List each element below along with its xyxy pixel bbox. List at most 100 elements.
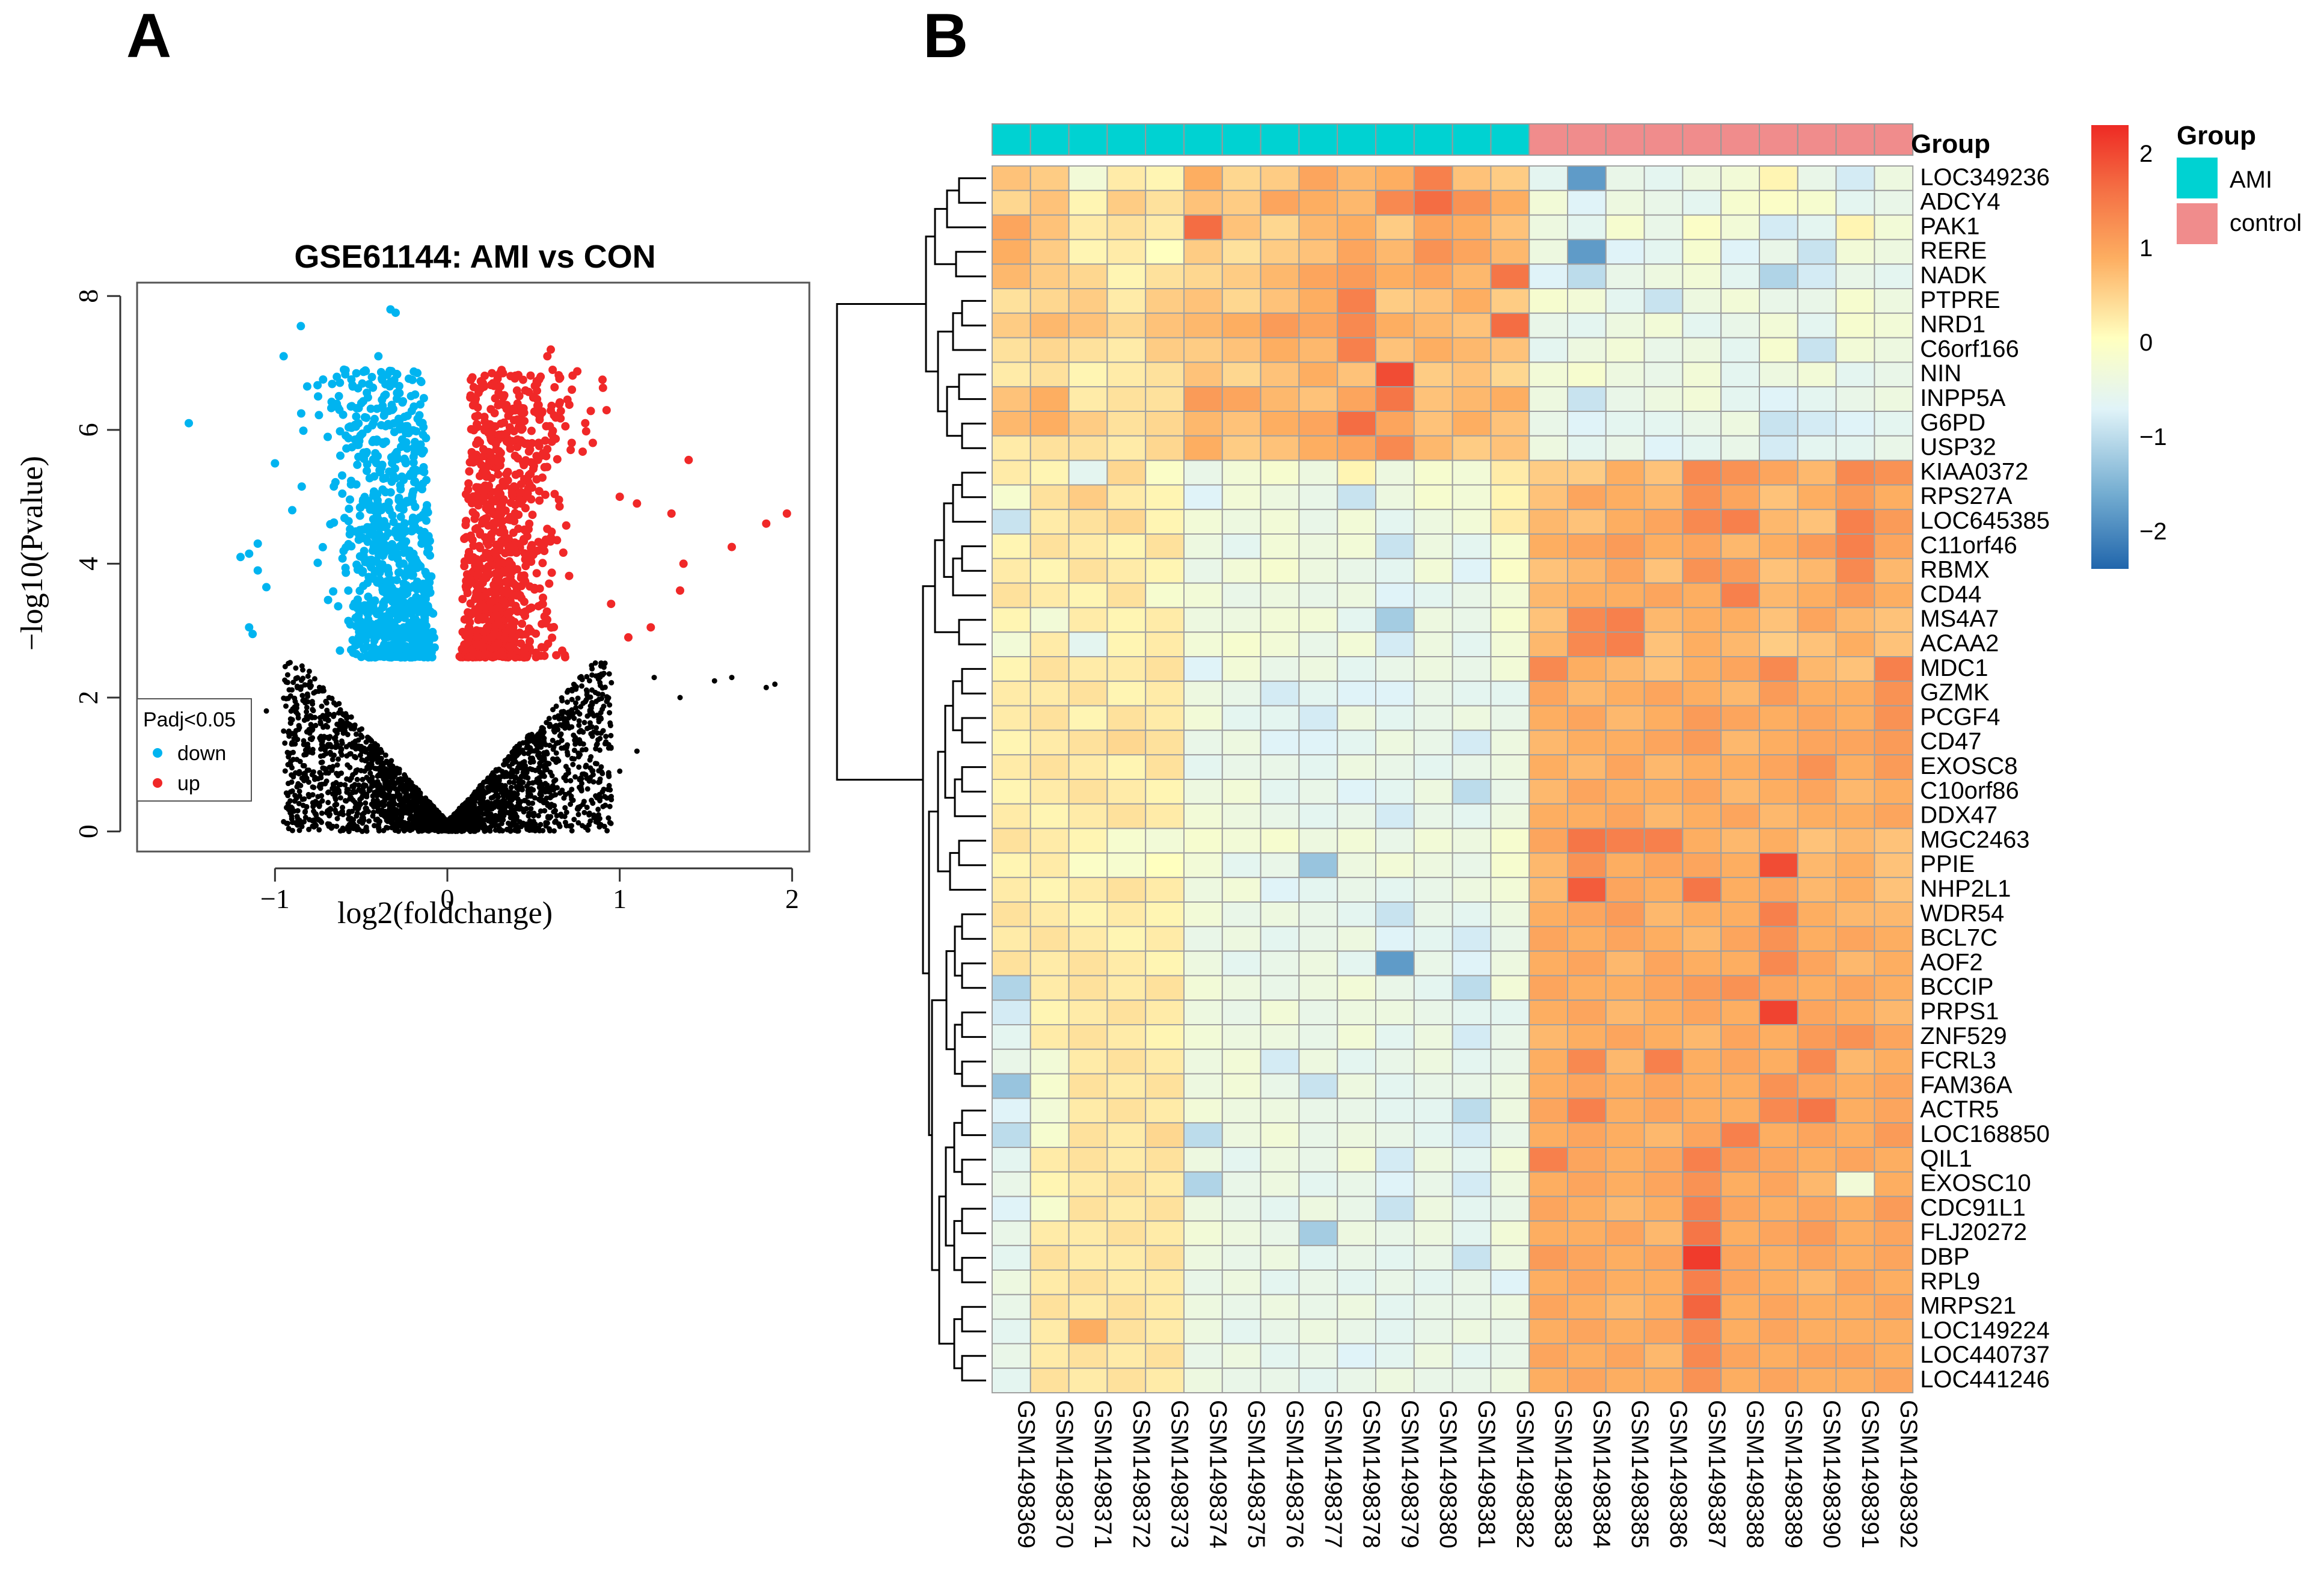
heatmap-cell [1413, 361, 1453, 388]
ns-point [283, 696, 289, 702]
heatmap-cell [1375, 165, 1415, 191]
ns-point [480, 787, 486, 793]
heatmap-cell [1068, 386, 1108, 413]
up-point [550, 383, 559, 391]
down-point [373, 515, 382, 524]
ns-point [495, 800, 501, 806]
ns-point [711, 678, 717, 684]
up-point [509, 427, 518, 436]
heatmap-cell [1874, 263, 1914, 290]
heatmap-cell [1759, 361, 1798, 388]
up-point [530, 381, 539, 390]
heatmap-cell [1183, 484, 1223, 511]
ns-point [409, 799, 415, 805]
heatmap-cell [1145, 214, 1185, 241]
heatmap-cell [1260, 312, 1300, 339]
down-point [346, 402, 355, 411]
ns-point [604, 827, 610, 833]
ns-point [381, 785, 387, 791]
down-point [408, 490, 417, 499]
down-point [392, 576, 401, 585]
heatmap-cell [1797, 435, 1837, 461]
ns-point [524, 739, 530, 745]
down-point [372, 437, 381, 446]
ns-point [519, 806, 525, 812]
heatmap-cell [1298, 189, 1338, 216]
down-point [378, 374, 386, 383]
up-point [504, 610, 512, 619]
heatmap-cell [1260, 263, 1300, 290]
ns-point [497, 809, 503, 815]
up-point [578, 447, 587, 456]
heatmap-cell [1145, 239, 1185, 265]
dendrogram-branch [961, 1355, 986, 1382]
ns-point [569, 787, 575, 793]
ns-point [301, 717, 307, 723]
heatmap-cell [1145, 411, 1185, 437]
heatmap-cell [1682, 239, 1722, 265]
up-point [509, 528, 518, 537]
ns-point [561, 775, 567, 781]
heatmap-cell [1528, 411, 1568, 437]
ns-point [548, 803, 554, 809]
heatmap-cell [1605, 533, 1645, 559]
ns-point [317, 754, 323, 759]
heatmap-cell [1375, 509, 1415, 535]
heatmap-cell [1605, 263, 1645, 290]
heatmap-cell [1221, 435, 1262, 461]
down-point [394, 523, 403, 532]
ns-point [295, 808, 301, 814]
ns-point [474, 826, 480, 832]
heatmap-cell [1337, 239, 1376, 265]
heatmap-cell [1221, 459, 1262, 486]
heatmap-cell [992, 582, 1031, 609]
heatmap-cell [1452, 239, 1492, 265]
ns-point [295, 675, 301, 681]
heatmap-cell [1221, 239, 1262, 265]
dendrogram-branch [955, 251, 986, 278]
ns-point [334, 815, 340, 821]
ns-point [410, 794, 416, 800]
heatmap-cell [1298, 509, 1338, 535]
ns-point [577, 775, 583, 781]
down-point [371, 449, 380, 458]
down-point [419, 423, 428, 432]
down-outlier-point [236, 553, 245, 562]
heatmap-cell [1452, 484, 1492, 511]
ns-point [536, 765, 542, 770]
ns-point [396, 821, 402, 826]
heatmap-cell [1490, 165, 1530, 191]
ns-point [526, 790, 531, 796]
heatmap-cell [1413, 484, 1453, 511]
up-point [555, 400, 563, 409]
heatmap-cell [1759, 484, 1798, 511]
heatmap-cell [1720, 263, 1760, 290]
ns-point [568, 793, 574, 799]
ns-point [589, 733, 595, 739]
ns-point [607, 787, 613, 793]
heatmap-cell [1759, 189, 1798, 216]
heatmap-cell [1759, 239, 1798, 265]
down-point [376, 533, 385, 542]
ns-point [514, 814, 520, 820]
down-point [359, 582, 368, 591]
down-point [417, 378, 426, 387]
down-point [409, 598, 419, 607]
heatmap-cell [1375, 484, 1415, 511]
heatmap-cell [1145, 607, 1185, 633]
up-point [542, 607, 551, 616]
heatmap-cell [1797, 288, 1837, 314]
up-point [523, 439, 532, 448]
up-point [492, 612, 501, 621]
ns-point [607, 710, 613, 716]
down-point [378, 603, 387, 612]
heatmap-cell [1298, 435, 1338, 461]
down-point [346, 422, 355, 431]
ns-point [336, 710, 342, 716]
down-point [297, 482, 306, 491]
heatmap-cell [1068, 582, 1108, 609]
dendrogram-branch [954, 1024, 962, 1075]
heatmap-cell [1298, 582, 1338, 609]
heatmap-cell [1337, 484, 1376, 511]
heatmap-cell [1068, 165, 1108, 191]
